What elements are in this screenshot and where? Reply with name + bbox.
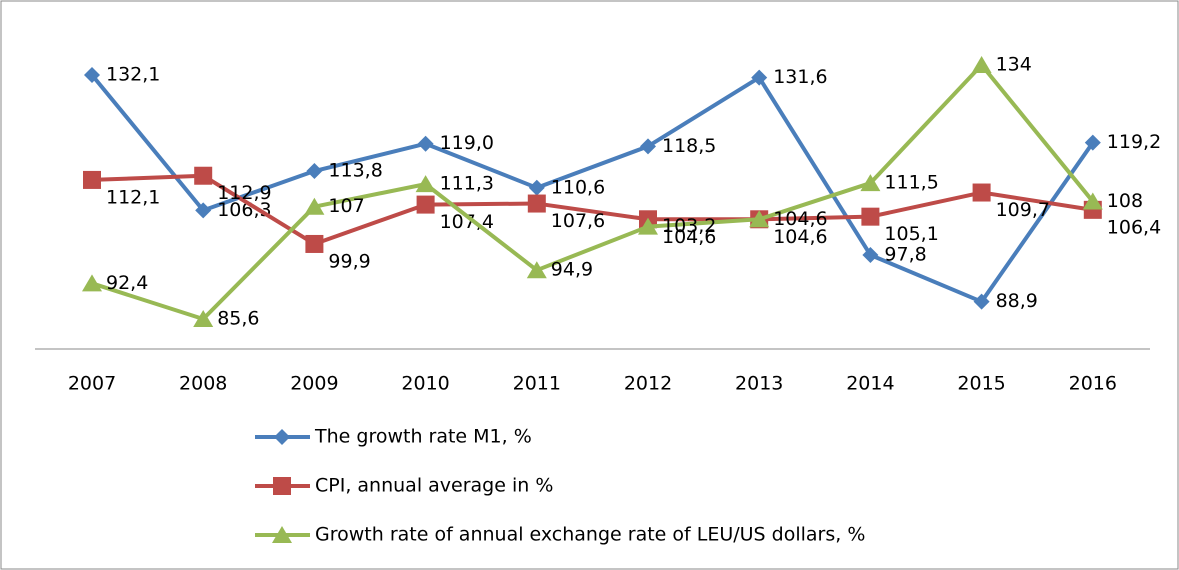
data-label: 97,8 [884, 243, 926, 265]
data-label: 112,1 [106, 186, 160, 208]
x-tick-label: 2008 [179, 373, 227, 395]
data-point [84, 66, 100, 83]
series-line [91, 63, 1095, 321]
data-point [861, 207, 880, 226]
data-label: 119,0 [440, 132, 494, 154]
data-point [83, 170, 101, 189]
legend-marker [272, 526, 292, 543]
x-tick-label: 2010 [401, 373, 449, 395]
data-point [528, 179, 545, 196]
data-label: 107 [328, 195, 364, 217]
legend-label: CPI, annual average in % [315, 475, 553, 497]
data-label: 108 [1107, 190, 1143, 212]
data-point [417, 135, 434, 152]
data-label: 107,6 [551, 210, 605, 232]
x-tick-label: 2013 [735, 373, 783, 395]
data-label: 118,5 [662, 135, 716, 157]
data-point [526, 261, 547, 279]
data-point [527, 194, 546, 213]
data-label: 113,8 [328, 160, 382, 182]
data-label: 111,3 [440, 173, 494, 195]
x-tick-label: 2009 [290, 373, 338, 395]
data-point [193, 310, 214, 327]
data-point [971, 56, 992, 73]
data-label: 94,9 [551, 259, 593, 281]
series-line [91, 173, 1094, 246]
x-tick-label: 2014 [846, 373, 894, 395]
data-point [638, 217, 658, 235]
data-label: 85,6 [217, 308, 259, 330]
data-label: 105,1 [884, 223, 938, 245]
data-label: 134 [996, 54, 1032, 76]
data-point [82, 274, 102, 292]
legend-marker [273, 477, 291, 495]
data-label: 132,1 [106, 63, 160, 85]
data-point [194, 166, 213, 185]
data-label: 99,9 [328, 250, 370, 272]
data-label: 106,3 [217, 199, 271, 221]
data-point [305, 234, 324, 253]
data-point [749, 210, 770, 228]
data-point [860, 174, 881, 192]
x-tick-label: 2012 [624, 373, 672, 395]
data-label: 92,4 [106, 272, 148, 294]
data-label: 131,6 [773, 66, 827, 88]
data-point [640, 138, 656, 155]
x-tick-label: 2011 [513, 373, 561, 395]
data-label: 111,5 [884, 172, 938, 194]
x-tick-label: 2007 [68, 373, 116, 395]
data-point [416, 195, 435, 214]
data-point [972, 183, 991, 202]
data-point [415, 175, 436, 193]
series-line [90, 73, 1095, 304]
legend-marker [274, 429, 290, 445]
data-label: 110,6 [551, 176, 605, 198]
data-point [862, 246, 879, 263]
data-point [195, 202, 212, 219]
data-point [973, 293, 990, 310]
data-point [1084, 134, 1101, 151]
legend-label: The growth rate M1, % [314, 426, 532, 448]
data-label: 112,9 [217, 182, 271, 204]
data-label: 88,9 [996, 290, 1038, 312]
data-label: 106,4 [1107, 216, 1161, 238]
data-label: 119,2 [1107, 131, 1161, 153]
data-label: 104,6 [773, 226, 827, 248]
data-point [751, 69, 768, 86]
x-tick-label: 2015 [957, 373, 1005, 395]
data-point [304, 197, 325, 215]
data-point [1082, 192, 1103, 210]
data-label: 104,6 [662, 226, 716, 248]
legend-label: Growth rate of annual exchange rate of L… [315, 524, 865, 546]
data-label: 103,2 [662, 215, 716, 237]
x-tick-label: 2016 [1069, 373, 1117, 395]
data-point [306, 163, 323, 180]
data-label: 109,7 [996, 199, 1050, 221]
data-label: 104,6 [773, 208, 827, 230]
